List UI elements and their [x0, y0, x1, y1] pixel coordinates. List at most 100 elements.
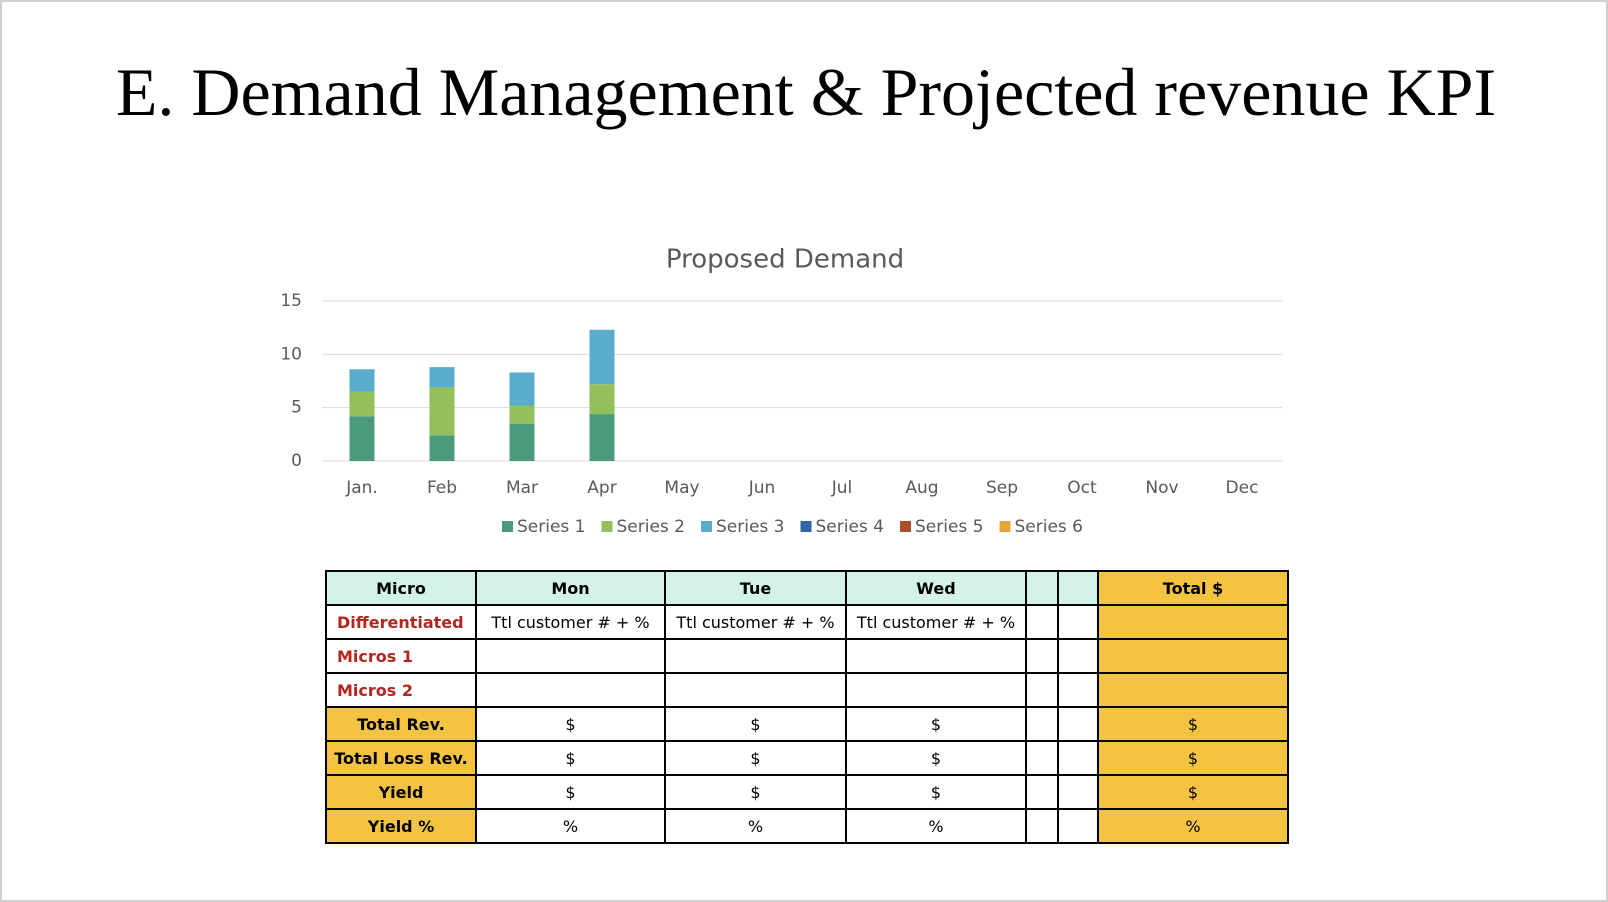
- table-cell: $: [1097, 774, 1289, 810]
- y-tick-label: 10: [280, 344, 302, 364]
- x-tick-label: Jun: [748, 478, 776, 498]
- x-tick-label: Sep: [986, 478, 1018, 498]
- table-row: Differentiated Ttl customer # + % Ttl cust…: [325, 604, 1289, 640]
- bar-segment: [589, 329, 615, 385]
- table-cell: Micro: [325, 570, 477, 606]
- legend-label: Series 3: [716, 517, 785, 537]
- table-cell: Total Loss Rev.: [325, 740, 477, 776]
- table-cell: [1057, 604, 1099, 640]
- legend-swatch: [701, 521, 712, 532]
- x-tick-label: Dec: [1226, 478, 1259, 498]
- table-cell: Tue: [664, 570, 847, 606]
- table-cell: [1097, 672, 1289, 708]
- table-cell: Micros 1: [325, 638, 477, 674]
- table-cell: Total Rev.: [325, 706, 477, 742]
- table-cell: $: [664, 706, 847, 742]
- table-cell: [1057, 672, 1099, 708]
- table-cell: [1025, 570, 1059, 606]
- table-cell: [1057, 638, 1099, 674]
- table-cell: $: [1097, 706, 1289, 742]
- table-cell: [1057, 808, 1099, 844]
- table-cell: $: [845, 774, 1027, 810]
- table-cell: $: [1097, 740, 1289, 776]
- table-cell: [845, 638, 1027, 674]
- table-cell: $: [664, 740, 847, 776]
- bar-segment: [429, 387, 455, 436]
- table-cell: Micros 2: [325, 672, 477, 708]
- table-row: Micro Mon Tue Wed Total $: [325, 570, 1289, 606]
- bar-segment: [509, 405, 535, 424]
- table-cell: $: [664, 774, 847, 810]
- table-cell: %: [1097, 808, 1289, 844]
- table-cell: Yield: [325, 774, 477, 810]
- table-row: Yield %%%%%: [325, 808, 1289, 844]
- x-tick-label: Apr: [587, 478, 616, 498]
- table-cell: [1097, 638, 1289, 674]
- legend-label: Series 1: [517, 517, 586, 537]
- x-tick-label: Jan.: [345, 478, 378, 498]
- bar-segment: [429, 367, 455, 388]
- bar-segment: [509, 372, 535, 406]
- x-tick-label: Feb: [427, 478, 457, 498]
- x-tick-label: Aug: [905, 478, 938, 498]
- table-row: Micros 2: [325, 672, 1289, 708]
- legend-label: Series 4: [816, 517, 885, 537]
- table-cell: Mon: [475, 570, 666, 606]
- table-cell: [664, 638, 847, 674]
- table-cell: $: [845, 740, 1027, 776]
- legend-swatch: [900, 521, 911, 532]
- bar-segment: [429, 435, 455, 461]
- table-cell: [475, 638, 666, 674]
- table-cell: $: [475, 740, 666, 776]
- table-cell: [1025, 706, 1059, 742]
- table-cell: [1097, 604, 1289, 640]
- table-cell: [1025, 740, 1059, 776]
- bar-segment: [509, 423, 535, 461]
- table-cell: [1025, 808, 1059, 844]
- table-row: Yield $ $ $ $: [325, 774, 1289, 810]
- table-cell: Wed: [845, 570, 1027, 606]
- y-tick-label: 0: [291, 451, 302, 471]
- table-cell: $: [475, 774, 666, 810]
- table-cell: %: [845, 808, 1027, 844]
- table-cell: %: [475, 808, 666, 844]
- x-tick-label: May: [664, 478, 699, 498]
- table-row: Total Loss Rev. $ $ $ $: [325, 740, 1289, 776]
- x-tick-label: Oct: [1067, 478, 1097, 498]
- table-cell: %: [664, 808, 847, 844]
- table-cell: Total $: [1097, 570, 1289, 606]
- y-tick-label: 15: [280, 291, 302, 311]
- table-cell: [1057, 706, 1099, 742]
- table-cell: [1057, 774, 1099, 810]
- legend-label: Series 2: [617, 517, 686, 537]
- table-cell: [664, 672, 847, 708]
- table-row: Total Rev. $ $ $ $: [325, 706, 1289, 742]
- legend-label: Series 5: [915, 517, 984, 537]
- table-cell: [1025, 672, 1059, 708]
- x-tick-label: Jul: [831, 478, 853, 498]
- table-cell: Yield %: [325, 808, 477, 844]
- bar-segment: [349, 416, 375, 461]
- table-cell: $: [475, 706, 666, 742]
- bar-segment: [349, 391, 375, 417]
- table-cell: [1057, 570, 1099, 606]
- chart-title: Proposed Demand: [666, 245, 904, 275]
- y-tick-label: 5: [291, 398, 302, 418]
- legend-swatch: [999, 521, 1011, 532]
- legend-swatch: [601, 521, 613, 532]
- legend-swatch: [800, 521, 812, 532]
- legend-swatch: [502, 521, 513, 532]
- table-cell: [1025, 774, 1059, 810]
- table-cell: [1025, 638, 1059, 674]
- table-cell: [475, 672, 666, 708]
- table-row: Micros 1: [325, 638, 1289, 674]
- table-cell: [1057, 740, 1099, 776]
- x-tick-label: Mar: [506, 478, 538, 498]
- table-cell: Ttl customer # + %: [475, 604, 666, 640]
- table-cell: [1025, 604, 1059, 640]
- table-cell: $: [845, 706, 1027, 742]
- slide-title: E. Demand Management & Projected revenue…: [115, 54, 1497, 130]
- bar-segment: [589, 384, 615, 415]
- table-cell: Ttl customer # + %: [664, 604, 847, 640]
